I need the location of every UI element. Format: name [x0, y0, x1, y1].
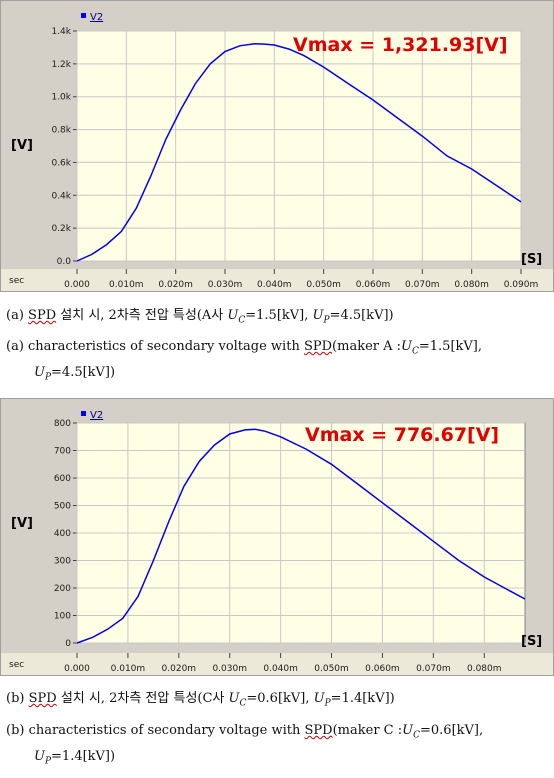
y-tick-label: 1.4k — [51, 27, 71, 37]
plot-area — [76, 30, 522, 262]
x-tick-label: 0.050m — [314, 664, 349, 674]
caption-b-line1: (b) SPD 설치 시, 2차측 전압 특성(C사 UC=0.6[kV], U… — [6, 688, 395, 715]
uc-value: =1.5[kV], — [245, 308, 309, 323]
chart-window-a: 0.0 0.2k 0.4k 0.6k 0.8k 1.0k 1.2k 1.4k 0.000 0.01… — [0, 0, 554, 292]
x-axis-label: [S] — [521, 634, 542, 649]
x-tick-label: 0.070m — [416, 664, 451, 674]
y-tick-label: 1.0k — [51, 93, 71, 103]
x-tick-label: 0.020m — [158, 280, 193, 290]
y-tick-label: 0.0 — [57, 257, 72, 267]
up-symbol: U — [312, 308, 324, 323]
series-line-v2 — [76, 428, 526, 644]
x-axis-name: sec — [9, 660, 24, 670]
y-tick-label: 700 — [54, 447, 71, 457]
x-tick-label: 0.010m — [109, 280, 144, 290]
up-symbol: U — [313, 691, 325, 706]
up-value: =4.5[kV]) — [51, 365, 116, 380]
up-value: =1.4[kV]) — [51, 749, 116, 764]
chart-b-svg: 0 100 200 300 400 500 600 700 800 0.000 0.010m 0.02… — [1, 410, 553, 675]
x-axis-strip — [1, 269, 553, 291]
x-tick-label: 0.080m — [454, 280, 489, 290]
x-tick-label: 0.070m — [405, 280, 440, 290]
y-tick-label: 0 — [65, 639, 71, 649]
x-tick-label: 0.000 — [64, 280, 90, 290]
caption-b-line2: (b) characteristics of secondary voltage… — [6, 720, 483, 747]
y-tick-label: 200 — [54, 584, 71, 594]
uc-symbol: U — [401, 339, 412, 354]
uc-value: =0.6[kV], — [420, 723, 484, 738]
x-tick-label: 0.050m — [306, 280, 341, 290]
caption-maker: (maker A : — [332, 339, 402, 354]
uc-sub: C — [411, 346, 419, 357]
caption-spd: SPD — [28, 308, 57, 323]
x-tick-label: 0.000 — [64, 664, 90, 674]
caption-prefix: (b) — [6, 691, 25, 706]
up-value: =1.4[kV]) — [330, 691, 395, 706]
vmax-annotation: Vmax = 1,321.93[V] — [293, 34, 508, 56]
y-tick-label: 500 — [54, 502, 71, 512]
x-tick-label: 0.010m — [111, 664, 146, 674]
up-sub: P — [44, 372, 52, 383]
legend-swatch — [81, 13, 86, 18]
y-tick-label: 300 — [54, 557, 71, 567]
caption-text: 설치 시, 2차측 전압 특성(C사 — [60, 691, 225, 706]
caption-a-line1: (a) SPD 설치 시, 2차측 전압 특성(A사 UC=1.5[kV], U… — [6, 305, 394, 332]
caption-a-line2: (a) characteristics of secondary voltage… — [6, 336, 482, 363]
legend-label: V2 — [90, 410, 103, 421]
caption-maker: (maker C : — [332, 723, 403, 738]
caption-spd: SPD — [28, 691, 57, 706]
x-tick-label: 0.020m — [162, 664, 197, 674]
uc-symbol: U — [402, 723, 414, 738]
x-axis-label: [S] — [521, 252, 542, 267]
vmax-annotation: Vmax = 776.67[V] — [305, 424, 499, 446]
chart-a-svg: 0.0 0.2k 0.4k 0.6k 0.8k 1.0k 1.2k 1.4k 0.000 0.01… — [1, 12, 553, 291]
up-sub: P — [324, 698, 331, 709]
x-tick-label: 0.080m — [467, 664, 502, 674]
y-tick-label: 600 — [54, 474, 71, 484]
y-tick-label: 1.2k — [51, 60, 71, 70]
caption-text: 설치 시, 2차측 전압 특성(A사 — [60, 308, 224, 323]
uc-value: =0.6[kV], — [246, 691, 310, 706]
x-tick-label: 0.090m — [504, 280, 539, 290]
caption-en-text: (a) characteristics of secondary voltage… — [6, 339, 300, 354]
y-tick-label: 100 — [54, 612, 71, 622]
up-sub: P — [44, 756, 52, 767]
caption-spd: SPD — [303, 339, 333, 354]
y-tick-label: 400 — [54, 529, 71, 539]
x-axis-name: sec — [9, 276, 24, 286]
up-value: =4.5[kV]) — [329, 308, 394, 323]
caption-a-line3: UP=4.5[kV]) — [34, 362, 115, 389]
chart-window-b: 0 100 200 300 400 500 600 700 800 0.000 0.010m 0.02… — [0, 398, 554, 676]
caption-en-text: (b) characteristics of secondary voltage… — [6, 723, 301, 738]
up-symbol: U — [34, 365, 45, 380]
y-axis-label: [V] — [11, 516, 33, 531]
legend-swatch — [81, 411, 86, 416]
uc-sub: C — [239, 698, 247, 709]
y-tick-label: 0.6k — [51, 158, 71, 168]
up-sub: P — [323, 315, 330, 326]
caption-b-line3: UP=1.4[kV]) — [34, 746, 115, 773]
x-tick-label: 0.030m — [208, 280, 243, 290]
series-line-v2 — [76, 43, 522, 262]
y-tick-label: 0.4k — [51, 191, 71, 201]
y-tick-label: 0.8k — [51, 126, 71, 136]
uc-value: =1.5[kV], — [418, 339, 482, 354]
up-symbol: U — [34, 749, 45, 764]
uc-sub: C — [413, 730, 420, 741]
x-tick-label: 0.060m — [356, 280, 391, 290]
caption-prefix: (a) — [6, 308, 24, 323]
x-tick-label: 0.040m — [263, 664, 298, 674]
legend-label: V2 — [90, 12, 103, 23]
x-tick-label: 0.060m — [365, 664, 400, 674]
uc-symbol: U — [228, 691, 240, 706]
uc-sub: C — [238, 315, 246, 326]
x-tick-label: 0.030m — [212, 664, 247, 674]
y-tick-label: 800 — [54, 419, 71, 429]
y-axis-label: [V] — [11, 138, 33, 153]
x-tick-label: 0.040m — [257, 280, 292, 290]
y-tick-label: 0.2k — [51, 224, 71, 234]
uc-symbol: U — [227, 308, 239, 323]
caption-spd: SPD — [304, 723, 333, 738]
x-axis-strip — [1, 653, 553, 675]
